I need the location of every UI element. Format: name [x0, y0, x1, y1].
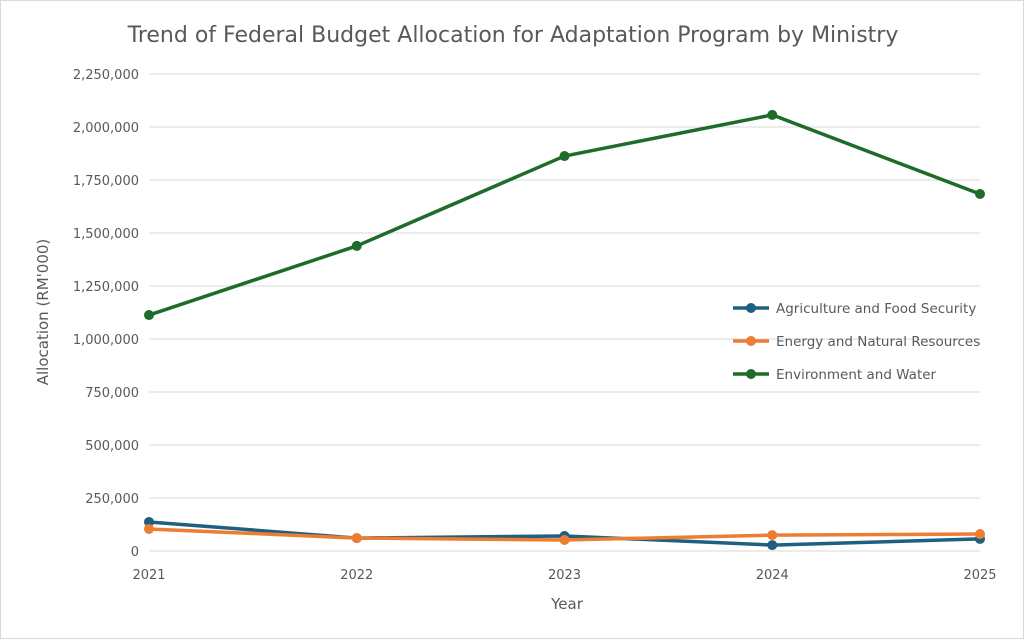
y-tick-label: 250,000 [85, 492, 139, 507]
y-tick-label: 1,750,000 [73, 174, 139, 189]
series [144, 109, 985, 551]
gridlines [149, 73, 980, 552]
data-point [975, 188, 985, 199]
legend: Agriculture and Food Security Energy and … [733, 301, 980, 383]
x-tick-label: 2025 [963, 568, 996, 583]
legend-label: Energy and Natural Resources [776, 334, 980, 350]
data-point [767, 540, 778, 551]
y-tick-label: 500,000 [85, 439, 139, 454]
y-tick-label: 1,250,000 [73, 280, 139, 295]
legend-swatch-marker [746, 336, 756, 346]
x-tick-label: 2022 [340, 568, 373, 583]
y-tick-label: 2,000,000 [73, 121, 139, 136]
y-axis-ticks: 0 250,000 500,000 750,000 1,000,000 1,250,000… [73, 68, 139, 560]
series-environment-and-water [144, 109, 985, 321]
legend-label: Agriculture and Food Security [776, 301, 976, 317]
x-tick-label: 2021 [132, 568, 165, 583]
x-tick-label: 2023 [548, 568, 581, 583]
data-point [351, 533, 362, 544]
y-tick-label: 1,500,000 [73, 227, 139, 242]
series-energy-and-natural-resources [144, 523, 985, 545]
data-point [351, 240, 362, 251]
legend-swatch-marker [746, 369, 756, 379]
data-point [975, 529, 985, 540]
legend-item: Environment and Water [733, 367, 937, 383]
data-point [144, 516, 154, 527]
data-point [767, 109, 778, 120]
y-tick-label: 1,000,000 [73, 333, 139, 348]
x-axis-ticks: 2021 2022 2023 2024 2025 [132, 568, 996, 583]
data-point [559, 534, 570, 545]
y-tick-label: 0 [131, 545, 139, 560]
data-point [144, 523, 154, 534]
legend-label: Environment and Water [776, 367, 937, 383]
y-axis-title: Allocation (RM'000) [34, 239, 52, 386]
x-axis-title: Year [550, 595, 584, 613]
legend-item: Agriculture and Food Security [733, 301, 976, 317]
x-tick-label: 2024 [756, 568, 789, 583]
chart-title: Trend of Federal Budget Allocation for A… [127, 23, 899, 48]
legend-item: Energy and Natural Resources [733, 334, 980, 350]
legend-swatch-marker [746, 303, 756, 313]
data-point [144, 310, 154, 321]
y-tick-label: 2,250,000 [73, 68, 139, 83]
data-point [559, 151, 570, 162]
y-tick-label: 750,000 [85, 386, 139, 401]
data-point [767, 530, 778, 541]
series-line [148, 113, 981, 317]
